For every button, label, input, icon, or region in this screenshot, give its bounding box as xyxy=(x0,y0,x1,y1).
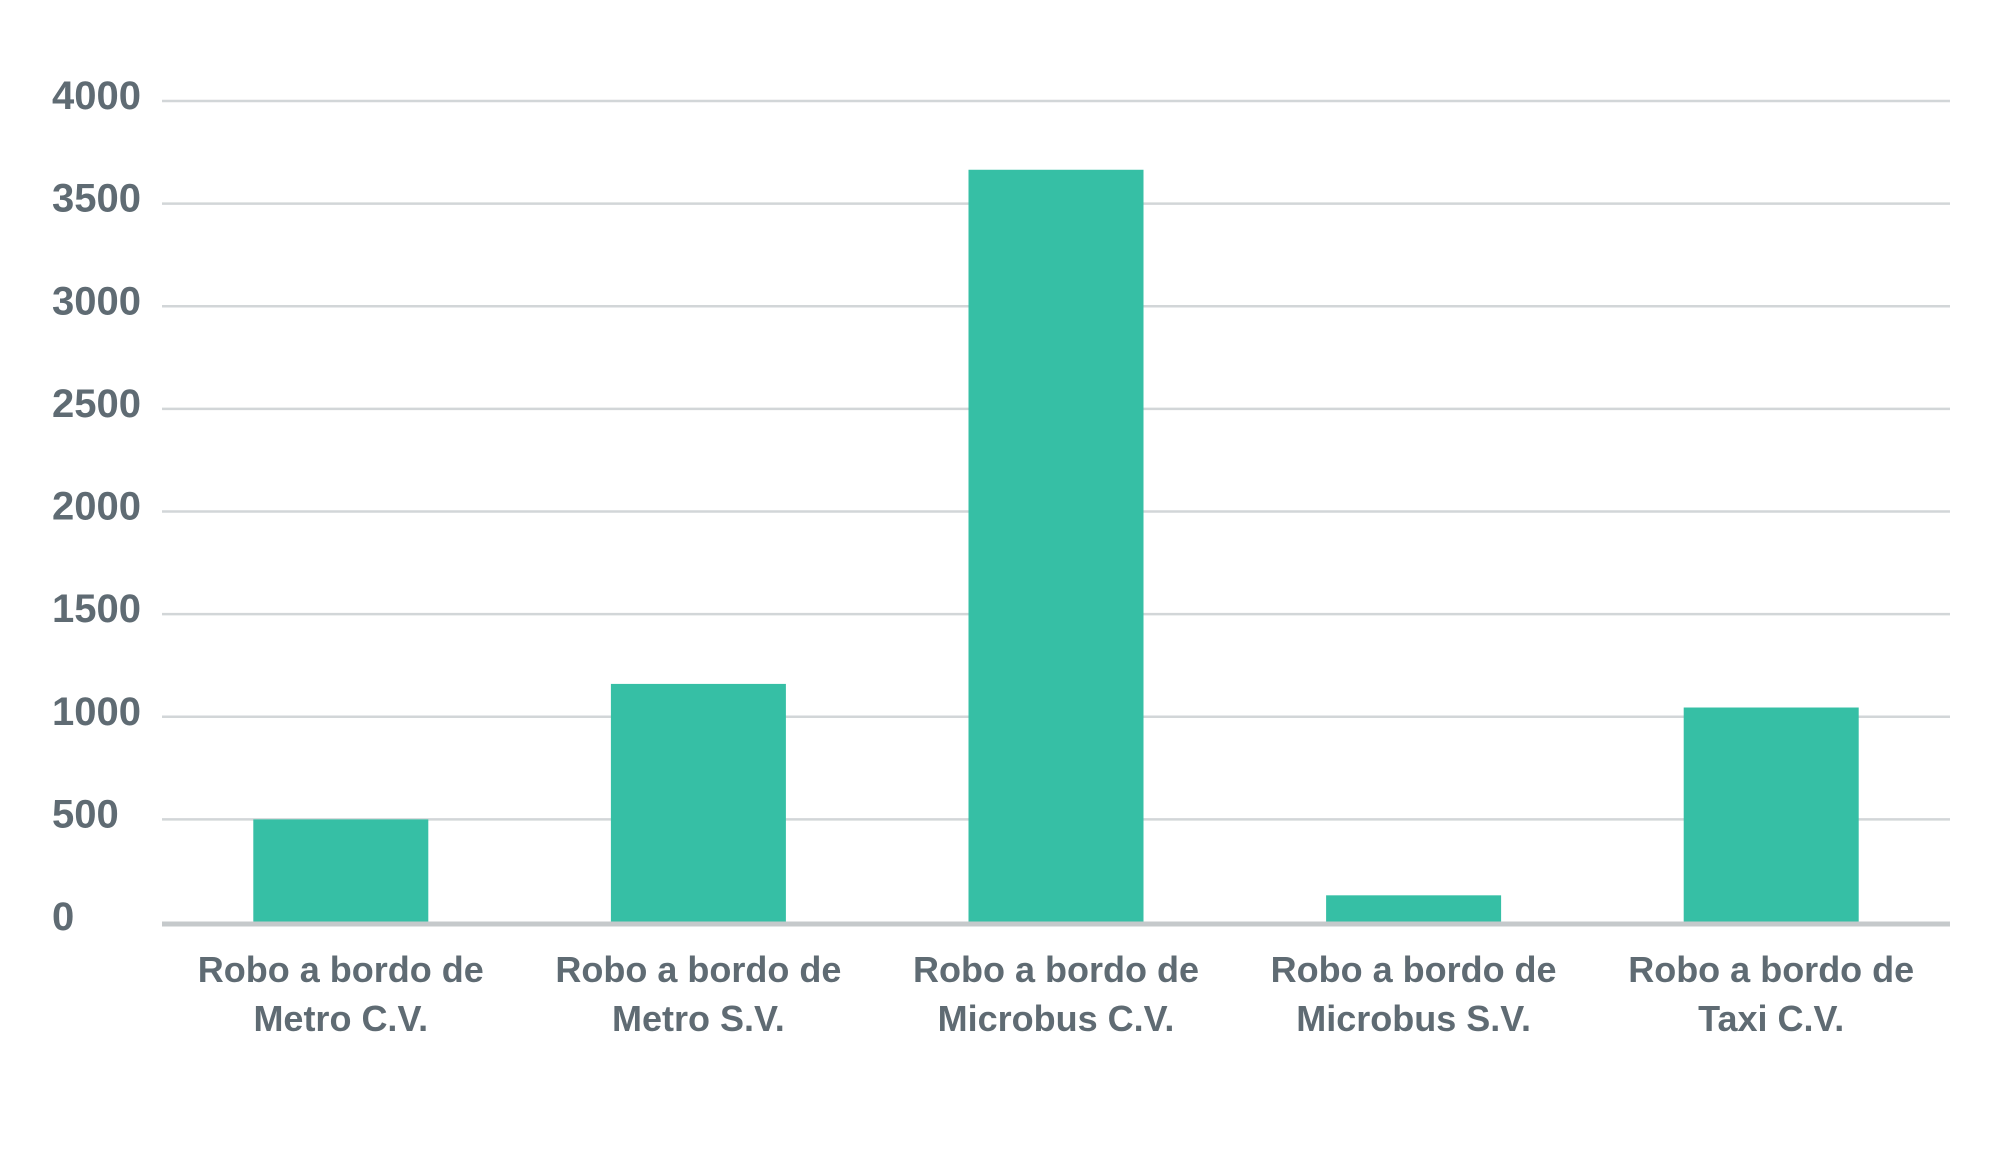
y-tick-label: 3000 xyxy=(52,279,141,323)
y-tick-label: 4000 xyxy=(52,74,141,118)
x-tick-label: Metro C.V. xyxy=(253,998,428,1039)
y-tick-label: 500 xyxy=(52,792,119,836)
x-tick-label: Metro S.V. xyxy=(612,998,785,1039)
x-tick-label: Taxi C.V. xyxy=(1698,998,1844,1039)
y-tick-label: 0 xyxy=(52,895,74,939)
x-tick-label: Microbus C.V. xyxy=(938,998,1175,1039)
x-tick-label: Robo a bordo de xyxy=(913,949,1199,990)
bars xyxy=(253,169,1859,923)
y-axis-ticks: 0 500 1000 1500 2000 2500 3000 3500 4000 xyxy=(52,74,141,939)
x-tick-label: Microbus S.V. xyxy=(1296,998,1531,1039)
x-tick-label: Robo a bordo de xyxy=(1628,949,1914,990)
y-tick-label: 2500 xyxy=(52,382,141,426)
y-tick-label: 1000 xyxy=(52,690,141,734)
x-axis-labels: Robo a bordo de Metro C.V. Robo a bordo de… xyxy=(198,949,1914,1039)
bar-1 xyxy=(253,819,429,922)
y-tick-label: 2000 xyxy=(52,485,141,529)
bar-2 xyxy=(610,683,786,922)
y-tick-label: 3500 xyxy=(52,177,141,221)
y-tick-label: 1500 xyxy=(52,587,141,631)
x-tick-label: Robo a bordo de xyxy=(555,949,841,990)
x-tick-label: Robo a bordo de xyxy=(198,949,484,990)
bar-3 xyxy=(968,169,1144,923)
x-tick-label: Robo a bordo de xyxy=(1271,949,1557,990)
bar-4 xyxy=(1326,895,1502,922)
bar-5 xyxy=(1683,707,1859,922)
